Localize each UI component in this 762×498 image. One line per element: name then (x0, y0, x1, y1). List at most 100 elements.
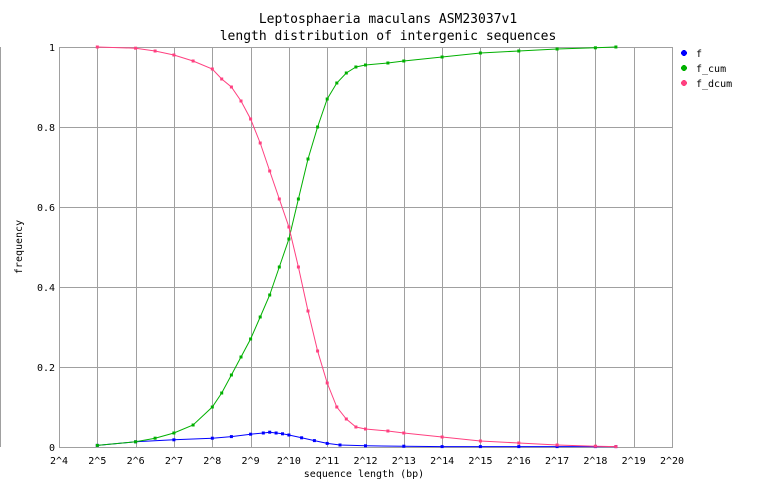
data-point (261, 431, 265, 435)
data-point (172, 438, 176, 442)
chart-title-line-2: length distribution of intergenic sequen… (220, 29, 557, 44)
y-ticks: 0 0.2 0.4 0.6 0.8 1 (37, 43, 55, 454)
y-tick-label: 0.4 (37, 283, 55, 294)
x-tick-label: 2^8 (203, 456, 221, 467)
data-point (268, 430, 272, 434)
x-tick-label: 2^17 (545, 456, 569, 467)
data-point (478, 51, 482, 55)
data-point (300, 436, 304, 440)
data-point (95, 443, 99, 447)
data-point (364, 63, 367, 67)
data-point (258, 141, 262, 145)
data-point (478, 439, 482, 443)
data-point (95, 45, 99, 49)
data-point (268, 169, 272, 173)
legend: f f_cum f_dcum (681, 49, 732, 90)
y-tick-label: 0.2 (37, 363, 55, 374)
data-point (287, 433, 291, 437)
x-tick-label: 2^20 (660, 456, 684, 467)
data-point (281, 432, 284, 436)
data-point (517, 49, 521, 53)
x-tick-label: 2^12 (353, 456, 377, 467)
data-point (134, 46, 138, 50)
data-point (312, 439, 316, 443)
x-tick-label: 2^16 (507, 456, 531, 467)
x-tick-label: 2^13 (392, 456, 416, 467)
data-point (517, 441, 521, 445)
data-point (344, 417, 348, 421)
data-point (402, 444, 406, 448)
data-point (249, 337, 253, 341)
data-point (134, 440, 138, 444)
data-point (220, 77, 224, 81)
data-point (614, 45, 618, 49)
data-point (172, 53, 176, 57)
data-point (325, 441, 329, 445)
x-tick-label: 2^11 (315, 456, 339, 467)
data-point (335, 81, 339, 85)
x-tick-label: 2^15 (468, 456, 492, 467)
data-point (325, 97, 329, 101)
data-point (296, 197, 300, 201)
data-point (239, 355, 243, 359)
x-tick-label: 2^18 (583, 456, 607, 467)
data-point (229, 373, 233, 377)
legend-label: f_dcum (696, 79, 732, 90)
legend-label: f_cum (696, 64, 726, 75)
series (95, 45, 618, 449)
legend-marker (681, 65, 687, 71)
data-point (364, 444, 367, 448)
data-point (239, 99, 243, 103)
data-point (517, 445, 521, 449)
data-point (306, 309, 310, 313)
x-tick-label: 2^19 (622, 456, 646, 467)
legend-item: f (681, 49, 702, 60)
x-axis-label: sequence length (bp) (304, 469, 424, 480)
data-point (229, 85, 233, 89)
data-point (555, 47, 559, 51)
legend-marker (681, 50, 687, 56)
data-point (316, 125, 320, 129)
data-point (335, 405, 339, 409)
data-point (172, 431, 176, 435)
y-axis-label: frequency (14, 220, 25, 274)
data-point (316, 349, 320, 353)
data-point (440, 445, 444, 449)
data-point (191, 423, 195, 427)
legend-label: f (696, 49, 702, 60)
x-tick-label: 2^9 (242, 456, 260, 467)
data-point (325, 381, 329, 385)
data-point (386, 61, 390, 65)
data-point (338, 443, 342, 447)
chart-title-line-1: Leptosphaeria maculans ASM23037v1 (259, 12, 517, 27)
series-line (97, 46, 616, 446)
x-tick-label: 2^5 (88, 456, 106, 467)
data-point (210, 436, 214, 440)
data-point (614, 445, 618, 449)
data-point (440, 55, 444, 59)
data-point (402, 59, 406, 63)
data-point (277, 197, 281, 201)
data-point (344, 71, 348, 75)
data-point (268, 293, 272, 297)
data-point (593, 46, 597, 50)
data-point (555, 443, 559, 447)
y-tick-label: 0 (49, 443, 55, 454)
legend-item: f_dcum (681, 79, 732, 90)
series-line (97, 46, 616, 448)
data-point (191, 59, 195, 63)
y-tick-label: 0.6 (37, 203, 55, 214)
data-point (354, 425, 358, 429)
y-tick-label: 1 (49, 43, 55, 54)
x-tick-label: 2^14 (430, 456, 454, 467)
data-point (354, 65, 358, 69)
grid (59, 47, 673, 448)
data-point (210, 405, 214, 409)
data-point (249, 117, 253, 121)
x-ticks: 2^4 2^5 2^6 2^7 2^8 2^9 2^10 2^11 2^12 2^13 2^14 2^… (50, 456, 684, 467)
data-point (440, 435, 444, 439)
data-point (555, 445, 559, 449)
data-point (249, 432, 253, 436)
series-f-cum (95, 45, 618, 447)
legend-item: f_cum (681, 64, 726, 75)
